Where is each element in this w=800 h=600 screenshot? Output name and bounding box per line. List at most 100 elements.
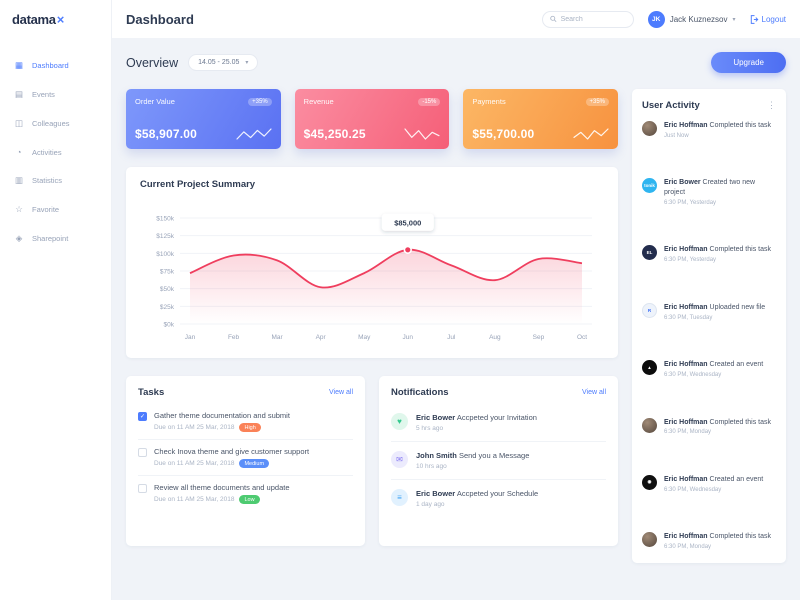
activity-action: Uploaded new file [709,303,766,311]
notification-action: Accpeted your Schedule [456,489,539,499]
avatar: R [642,302,657,318]
svg-text:Oct: Oct [577,334,587,341]
task-checkbox[interactable] [138,412,147,421]
stat-title: Payments [472,97,506,106]
stat-card-order-value: Order Value +35% $58,907.00 [126,89,281,149]
activity-row: EL Eric Hoffman Completed this task 6:30… [642,241,776,267]
svg-text:$125k: $125k [156,233,174,240]
sidebar-item-label: Favorite [32,205,60,214]
svg-text:$0k: $0k [164,322,175,329]
activity-row: tonik Eric Bower Created two new project… [642,174,776,210]
user-name: Jack Kuznezsov [669,14,728,24]
svg-text:Jun: Jun [403,334,414,341]
task-due-date: Due on 11 AM 25 Mar, 2018 [154,460,235,467]
activity-user: Eric Hoffman [664,361,708,369]
logout-label: Logout [761,14,786,24]
sidebar-item-label: Events [32,90,55,99]
brand-x-icon: × [56,12,65,27]
activity-row: Eric Hoffman Completed this task Just No… [642,117,776,143]
sidebar-item-sharepoint[interactable]: ◈ Sharepoint [0,224,111,253]
activity-time: 6:30 PM, Monday [664,544,712,550]
notification-time: 5 hrs ago [416,425,444,433]
task-checkbox[interactable] [138,448,147,457]
priority-badge: Low [239,495,260,504]
activity-user: Eric Hoffman [664,418,708,426]
activity-user: Eric Hoffman [664,246,708,254]
task-row: Check Inova theme and give customer supp… [138,440,353,476]
date-range-dropdown[interactable]: 14.05 - 25.05 ▾ [188,54,259,71]
svg-text:$150k: $150k [156,216,174,223]
svg-text:Jan: Jan [185,334,196,341]
notification-time: 10 hrs ago [416,463,447,471]
sidebar-item-dashboard[interactable]: ▦ Dashboard [0,51,111,80]
activity-action: Completed this task [709,246,771,254]
tasks-view-all-link[interactable]: View all [329,389,353,396]
activity-time: 6:30 PM, Yesterday [664,199,717,206]
stat-change-badge: -15% [418,97,441,106]
tasks-card: Tasks View all Gather theme documentatio… [126,376,365,546]
schedule-icon: ≡ [391,489,408,507]
chart-title: Current Project Summary [140,179,256,190]
notifications-card: Notifications View all ♥ Eric Bower Accp… [379,376,618,546]
svg-text:Apr: Apr [316,334,327,341]
stat-card-revenue: Revenue -15% $45,250.25 [294,89,450,149]
svg-text:Jul: Jul [447,334,456,341]
message-icon: ✉ [391,451,408,469]
sidebar-item-favorite[interactable]: ☆ Favorite [0,195,111,224]
activity-time: 6:30 PM, Monday [664,429,712,436]
task-due-date: Due on 11 AM 25 Mar, 2018 [154,424,235,431]
svg-text:Sep: Sep [533,334,545,341]
notification-action: Send you a Message [458,451,530,461]
top-bar: Dashboard JK Jack Kuznezsov ▾ [112,0,800,38]
sidebar-item-label: Sharepoint [32,234,69,243]
section-title: Overview [126,55,179,70]
activity-user: Eric Hoffman [664,303,708,311]
activity-user: Eric Bower [664,179,701,187]
logout-button[interactable]: Logout [750,15,786,24]
chevron-down-icon: ▾ [245,60,249,66]
kebab-menu-icon[interactable]: ⋮ [767,100,776,110]
sidebar-item-colleagues[interactable]: ◫ Colleagues [0,109,111,138]
activity-row: Eric Hoffman Completed this task 6:30 PM… [642,414,776,440]
search-box[interactable] [541,10,634,28]
activity-row: Eric Hoffman Completed this task 6:30 PM… [642,528,776,554]
svg-text:Feb: Feb [228,334,240,341]
search-input[interactable] [560,15,626,23]
sidebar-item-events[interactable]: ▤ Events [0,80,111,109]
activity-row: R Eric Hoffman Uploaded new file 6:30 PM… [642,299,776,325]
svg-text:May: May [358,334,371,341]
svg-text:$75k: $75k [160,269,175,276]
stat-change-badge: +35% [248,97,272,106]
notifications-view-all-link[interactable]: View all [582,389,606,396]
sidebar-item-statistics[interactable]: ▥ Statistics [0,166,111,195]
stat-cards: Order Value +35% $58,907.00 Revenue [126,89,619,149]
task-label: Check Inova theme and give customer supp… [154,447,310,456]
user-activity-title: User Activity [642,100,700,111]
notification-user: Eric Bower [416,413,456,422]
activity-action: Completed this task [709,122,771,129]
stat-value: $55,700.00 [472,127,535,141]
svg-text:$25k: $25k [160,304,175,311]
logout-icon [750,14,758,24]
stat-title: Order Value [135,97,175,106]
task-row: Gather theme documentation and submit Du… [138,404,353,440]
search-icon [549,15,557,23]
project-summary-card: Current Project Summary $0k $25k $50k $75k $… [126,167,618,358]
sidebar-item-label: Colleagues [32,119,70,128]
user-menu[interactable]: JK Jack Kuznezsov ▾ [647,10,736,28]
date-range-value: 14.05 - 25.05 [198,59,240,66]
sparkline-chart [236,128,272,140]
brand-name: datama [12,12,56,27]
task-label: Gather theme documentation and submit [154,411,290,420]
activity-time: 6:30 PM, Yesterday [664,257,717,264]
sidebar-item-label: Statistics [32,176,63,185]
page-title: Dashboard [126,11,194,27]
main-panel: Dashboard JK Jack Kuznezsov ▾ [112,0,800,600]
upgrade-button[interactable]: Upgrade [711,52,786,73]
sidebar: datama × ▦ Dashboard ▤ Events ◫ Colleagu… [0,0,112,600]
dashboard-icon: ▦ [14,60,24,70]
sidebar-item-activities[interactable]: ◔ Activities [0,138,111,166]
task-checkbox[interactable] [138,484,147,493]
tasks-title: Tasks [138,387,165,398]
activity-action: Created an event [709,475,764,483]
